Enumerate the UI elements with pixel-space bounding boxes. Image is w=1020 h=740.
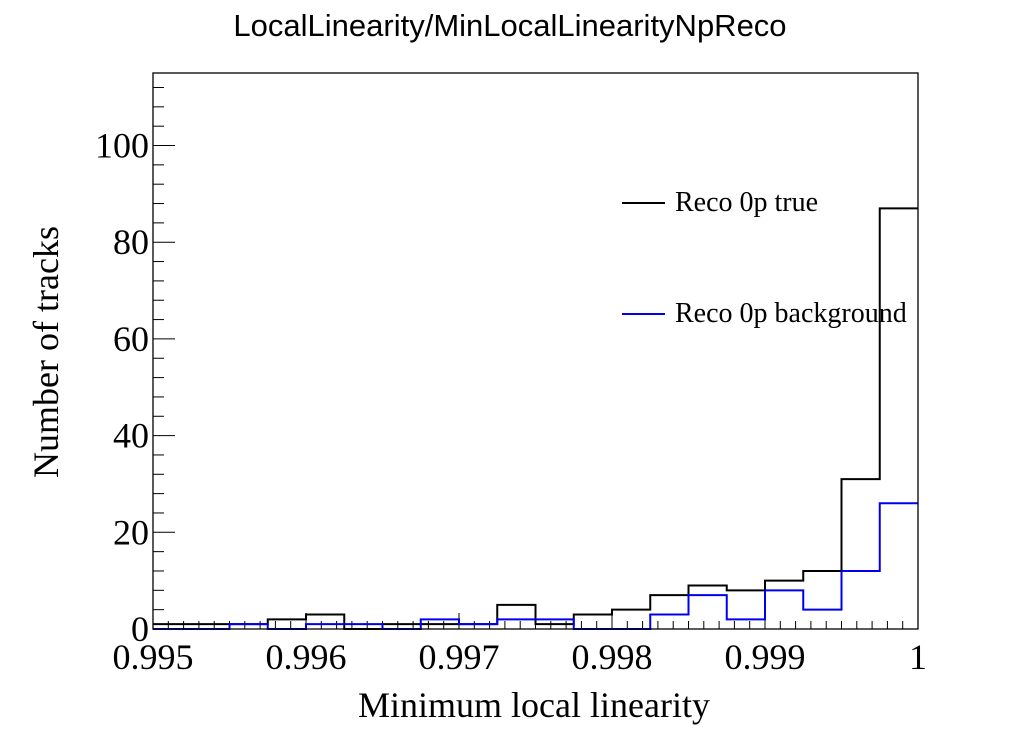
series-layer	[153, 207, 918, 630]
x-tick-label: 0.998	[572, 637, 653, 677]
histogram-series-true	[153, 207, 918, 630]
y-tick-label: 0	[131, 609, 149, 649]
x-axis-label: Minimum local linearity	[358, 685, 710, 725]
y-tick-label: 60	[113, 319, 149, 359]
legend: Reco 0p true Reco 0p background	[622, 187, 907, 329]
chart-title: LocalLinearity/MinLocalLinearityNpReco	[233, 8, 786, 43]
y-axis-label: Number of tracks	[26, 226, 66, 478]
legend-label: Reco 0p background	[675, 298, 907, 329]
x-tick-label: 0.999	[725, 637, 806, 677]
x-tick-label: 1	[909, 637, 927, 677]
y-axis-ticks: 0 20 40 60 80 100	[95, 87, 175, 649]
legend-label: Reco 0p true	[675, 187, 818, 218]
y-tick-label: 20	[113, 512, 149, 552]
x-tick-label: 0.996	[266, 637, 347, 677]
y-tick-label: 40	[113, 416, 149, 456]
y-tick-label: 100	[95, 126, 149, 166]
x-tick-label: 0.997	[419, 637, 500, 677]
y-tick-label: 80	[113, 222, 149, 262]
plot-frame	[152, 72, 919, 630]
x-tick-label: 0.995	[113, 637, 194, 677]
x-axis-ticks: 0.995 0.996 0.997 0.998 0.999 1	[113, 613, 927, 677]
